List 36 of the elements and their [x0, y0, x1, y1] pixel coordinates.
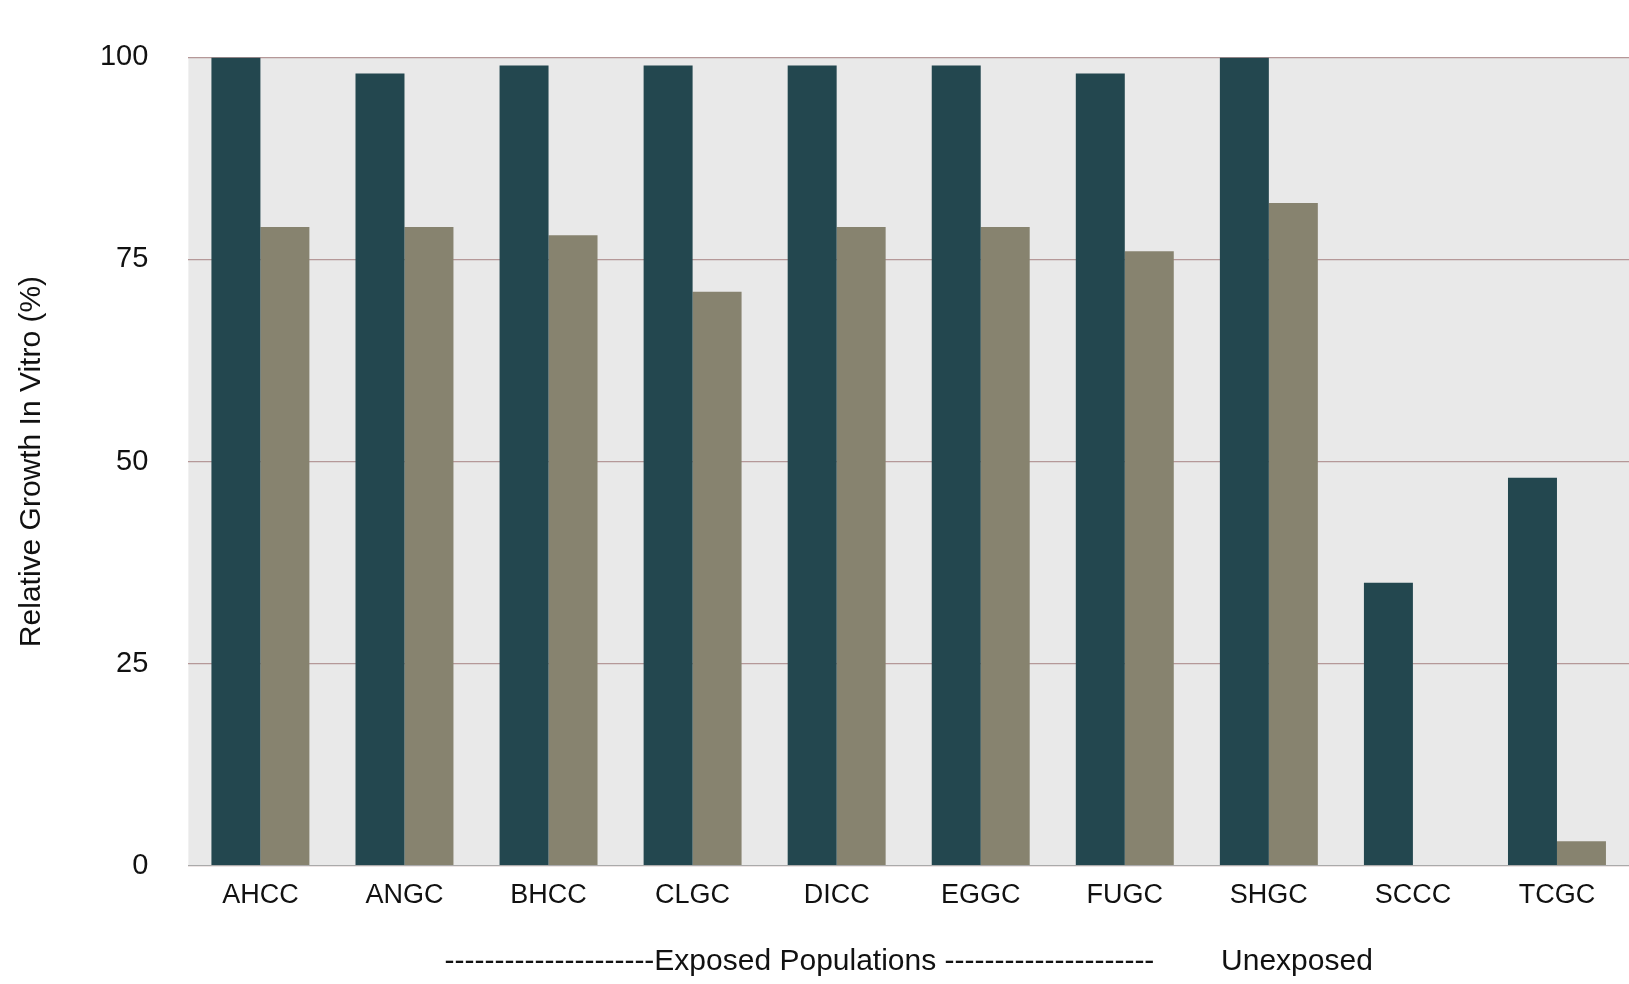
bar — [404, 227, 454, 865]
bar — [643, 65, 693, 865]
bar — [931, 65, 981, 865]
bar — [1124, 251, 1174, 865]
x-tick-label: CLGC — [655, 879, 731, 910]
bar — [548, 235, 598, 865]
bar — [1075, 73, 1125, 865]
x-axis-title: ---------------------Exposed Populations --------------------- Unexposed — [444, 943, 1373, 977]
y-tick-label: 75 — [116, 241, 149, 274]
bar — [787, 65, 837, 865]
bar — [1268, 202, 1318, 865]
x-tick-label: SCCC — [1374, 879, 1452, 910]
x-tick-label: TCGC — [1518, 879, 1596, 910]
x-tick-label: FUGC — [1086, 879, 1164, 910]
bar — [692, 291, 742, 865]
bar — [355, 73, 405, 865]
bar — [1507, 477, 1557, 865]
bar — [1556, 841, 1606, 865]
bar — [980, 227, 1030, 865]
x-tick-label: BHCC — [510, 879, 587, 910]
y-tick-label: 100 — [99, 39, 149, 72]
bar — [1219, 57, 1269, 865]
x-tick-label: EGGC — [940, 879, 1021, 910]
bar — [211, 57, 261, 865]
bar — [260, 227, 310, 865]
bar — [836, 227, 886, 865]
y-tick-label: 0 — [132, 847, 149, 880]
x-tick-label: DICC — [803, 879, 870, 910]
y-tick-label: 25 — [116, 645, 149, 678]
y-tick-label: 50 — [116, 443, 149, 476]
bar — [499, 65, 549, 865]
x-tick-label: ANGC — [365, 879, 444, 910]
x-tick-label: AHCC — [222, 879, 299, 910]
y-axis-title: Relative Growth In Vitro (%) — [13, 275, 47, 648]
bar — [1363, 582, 1413, 865]
x-tick-label: SHGC — [1229, 879, 1308, 910]
